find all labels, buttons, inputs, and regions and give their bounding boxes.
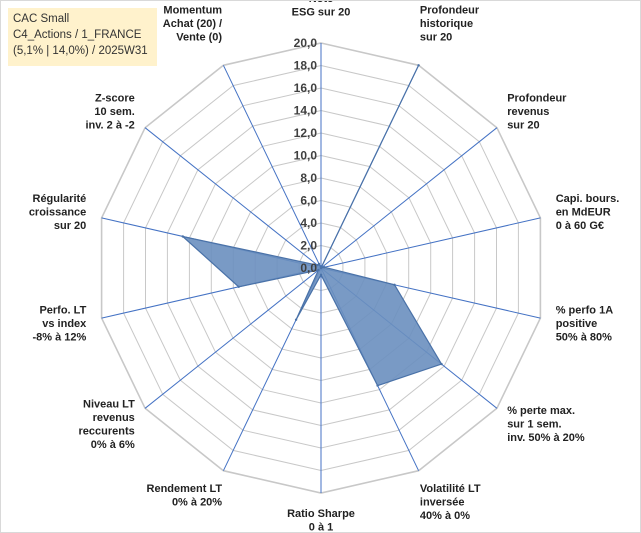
title-line-1: CAC Small (13, 13, 70, 25)
title-line-3: (5,1% | 14,0%) / 2025W31 (13, 45, 148, 57)
tick-layer: 0,0 2,0 4,0 6,0 8,0 10,0 12,0 14,0 16,0 18,0 20,0 (294, 36, 318, 275)
series-point (317, 262, 321, 266)
chart-title-box: CAC Small C4_Actions / 1_FRANCE (5,1% | … (8, 8, 157, 66)
axis-label-line: Perfo. LT (39, 305, 86, 317)
axis-label-line: Volatilité LT (420, 483, 481, 495)
axis-label: Ratio Sharpe 0 à 1 (287, 508, 355, 533)
tick-label: 6,0 (300, 194, 317, 208)
axis-label-line: reccurents (79, 426, 135, 438)
axis-label: Niveau LT revenus reccurents 0% à 6% (79, 399, 136, 452)
axis-label: % perte max. sur 1 sem. inv. 50% à 20% (507, 405, 585, 444)
tick-label: 4,0 (300, 216, 317, 230)
axis-label-line: en MdEUR (556, 206, 611, 218)
axis-label-line: 50% à 80% (556, 332, 612, 344)
tick-label: 2,0 (300, 239, 317, 253)
axis-label-line: 10 sem. (94, 106, 134, 118)
axis-label-line: Capi. bours. (556, 193, 620, 205)
tick-label: 8,0 (300, 171, 317, 185)
series-point (319, 273, 323, 276)
axis-label-line: Régularité (33, 193, 87, 205)
axis-label-line: Momentum (163, 4, 222, 16)
axis-label-line: sur 20 (420, 31, 452, 43)
series-point (317, 268, 320, 272)
axis-label-line: Note (309, 1, 333, 5)
tick-label: 0,0 (300, 261, 317, 275)
axis-label-line: revenus (507, 106, 549, 118)
axis-label-line: historique (420, 18, 473, 30)
axis-label-line: inv. 50% à 20% (507, 432, 585, 444)
axis-label-line: -8% à 12% (32, 332, 86, 344)
axis-label-line: % perte max. (507, 405, 575, 417)
axis-label-line: 0 à 60 G€ (556, 220, 604, 232)
tick-label: 16,0 (294, 81, 318, 95)
series-layer (180, 64, 443, 387)
axis-label: Z-score 10 sem. inv. 2 à -2 (85, 92, 134, 131)
axis-label: Capi. bours. en MdEUR 0 à 60 G€ (556, 193, 620, 232)
axis-label-line: sur 20 (54, 220, 86, 232)
series-point (181, 235, 184, 238)
axis-label-line: Rendement LT (147, 483, 223, 495)
axis-label-line: Vente (0) (176, 31, 222, 43)
tick-label: 14,0 (294, 104, 318, 118)
title-line-2: C4_Actions / 1_FRANCE (13, 29, 142, 41)
series-point (323, 266, 326, 269)
axis-label: Profondeur revenus sur 20 (507, 92, 567, 131)
series-point (417, 64, 420, 67)
series-point (294, 318, 298, 321)
series-point (237, 285, 240, 288)
axis-label: Perfo. LT vs index -8% à 12% (32, 305, 87, 344)
axis-label-line: % perfo 1A (556, 305, 614, 317)
axis-label-line: 0% à 6% (91, 439, 135, 451)
axis-spoke (144, 267, 322, 409)
axis-label: Volatilité LT inversée 40% à 0% (420, 483, 481, 522)
tick-label: 12,0 (294, 126, 318, 140)
series-point (393, 283, 396, 286)
tick-label: 20,0 (294, 36, 318, 50)
axis-spoke (144, 127, 322, 269)
axis-label-line: revenus (93, 412, 135, 424)
axis-label-line: Niveau LT (83, 399, 135, 411)
tick-label: 10,0 (294, 149, 318, 163)
axis-label-line: sur 20 (507, 119, 539, 131)
axis-label: Note ESG sur 20 (292, 1, 351, 19)
axis-spoke (320, 217, 541, 269)
axis-label: % perfo 1A positive 50% à 80% (556, 305, 614, 344)
series-point (376, 384, 379, 387)
axis-spoke (222, 65, 322, 269)
axis-label: Régularité croissance sur 20 (29, 193, 86, 232)
axis-label-line: croissance (29, 206, 86, 218)
axis-label-line: 0 à 1 (309, 522, 333, 533)
axis-label-line: 40% à 0% (420, 510, 470, 522)
axis-label: Rendement LT 0% à 20% (147, 483, 223, 509)
series-point (319, 266, 323, 270)
axis-label-line: Z-score (95, 92, 135, 104)
axis-label-line: inv. 2 à -2 (85, 119, 134, 131)
series-point (440, 362, 443, 366)
axis-label-line: ESG sur 20 (292, 7, 351, 19)
axis-label-line: vs index (42, 318, 87, 330)
axis-label-line: inversée (420, 497, 465, 509)
axis-label-line: sur 1 sem. (507, 419, 561, 431)
axis-label-line: 0% à 20% (172, 497, 222, 509)
axis-label-line: Achat (20) / (163, 18, 222, 30)
axis-label-line: Profondeur (420, 4, 480, 16)
tick-label: 18,0 (294, 59, 318, 73)
axis-spoke (320, 127, 498, 269)
axis-label: Momentum Achat (20) / Vente (0) (163, 4, 223, 43)
axis-label-line: positive (556, 318, 598, 330)
axis-label: Profondeur historique sur 20 (420, 4, 480, 43)
axis-label-line: Ratio Sharpe (287, 508, 355, 520)
axis-label-line: Profondeur (507, 92, 567, 104)
